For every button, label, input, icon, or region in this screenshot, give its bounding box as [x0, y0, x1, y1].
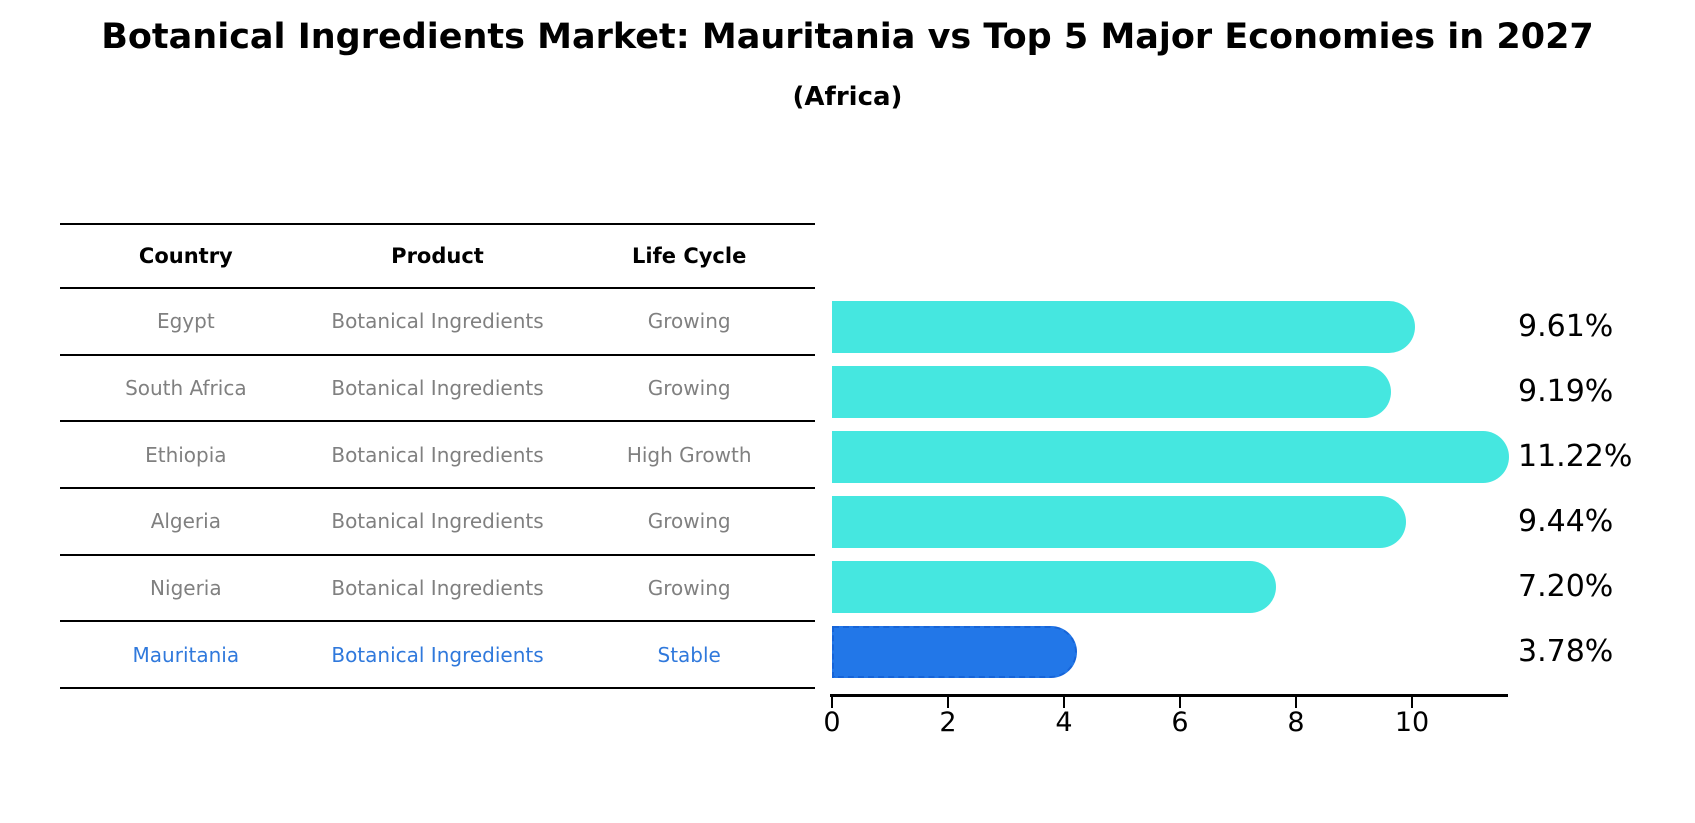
country-table: Country Product Life Cycle Egypt Botanica… [60, 223, 815, 689]
bar-ethiopia [832, 431, 1509, 483]
cell-product: Botanical Ingredients [331, 509, 544, 534]
table-row-egypt: Egypt Botanical Ingredients Growing [60, 289, 815, 356]
table-row-south-africa: South Africa Botanical Ingredients Growing [60, 356, 815, 423]
bar-nigeria [832, 561, 1276, 613]
bar-algeria [832, 496, 1406, 548]
cell-product: Botanical Ingredients [331, 309, 544, 334]
x-tick-mark [1295, 697, 1297, 708]
cell-country: Nigeria [150, 575, 222, 600]
cell-country: Algeria [150, 509, 221, 534]
x-tick-label: 10 [1394, 707, 1430, 738]
cell-product: Botanical Ingredients [331, 575, 544, 600]
cell-country: Mauritania [132, 642, 240, 667]
cell-country: Egypt [156, 309, 215, 334]
table-row-algeria: Algeria Botanical Ingredients Growing [60, 489, 815, 556]
x-tick-mark [947, 697, 949, 708]
value-label-ethiopia: 11.22% [1518, 439, 1633, 474]
cell-life-cycle: Stable [657, 642, 721, 667]
x-tick-mark [1063, 697, 1065, 708]
value-label-nigeria: 7.20% [1518, 569, 1614, 604]
column-header-country: Country [138, 244, 233, 268]
column-header-life-cycle: Life Cycle [632, 244, 747, 268]
column-header-product: Product [391, 244, 484, 268]
cell-life-cycle: Growing [647, 509, 731, 534]
bar-south-africa [832, 366, 1391, 418]
x-axis-line [830, 694, 1508, 697]
cell-life-cycle: Growing [647, 309, 731, 334]
table-row-mauritania: Mauritania Botanical Ingredients Stable [60, 622, 815, 689]
value-label-egypt: 9.61% [1518, 309, 1614, 344]
x-tick-label: 4 [1055, 707, 1073, 738]
table-row-ethiopia: Ethiopia Botanical Ingredients High Growth [60, 422, 815, 489]
cell-country: South Africa [125, 375, 247, 400]
x-tick-mark [1411, 697, 1413, 708]
cell-life-cycle: High Growth [626, 442, 752, 467]
x-tick-mark [1179, 697, 1181, 708]
x-tick-label: 2 [939, 707, 957, 738]
x-tick-label: 8 [1287, 707, 1305, 738]
x-tick-label: 6 [1171, 707, 1189, 738]
cell-life-cycle: Growing [647, 375, 731, 400]
value-label-mauritania: 3.78% [1518, 634, 1614, 669]
table-header-row: Country Product Life Cycle [60, 223, 815, 289]
x-tick-label: 0 [823, 707, 841, 738]
table-body: Egypt Botanical Ingredients Growing South A… [60, 289, 815, 689]
cell-product: Botanical Ingredients [331, 442, 544, 467]
chart-subtitle: (Africa) [792, 82, 903, 112]
cell-product: Botanical Ingredients [331, 375, 544, 400]
value-label-algeria: 9.44% [1518, 504, 1614, 539]
bar-mauritania [832, 626, 1077, 678]
chart-title: Botanical Ingredients Market: Mauritania… [101, 17, 1594, 57]
value-label-south-africa: 9.19% [1518, 374, 1614, 409]
bar-egypt [832, 301, 1415, 353]
x-tick-mark [831, 697, 833, 708]
cell-country: Ethiopia [145, 442, 227, 467]
table-row-nigeria: Nigeria Botanical Ingredients Growing [60, 556, 815, 623]
cell-product: Botanical Ingredients [331, 642, 544, 667]
cell-life-cycle: Growing [647, 575, 731, 600]
